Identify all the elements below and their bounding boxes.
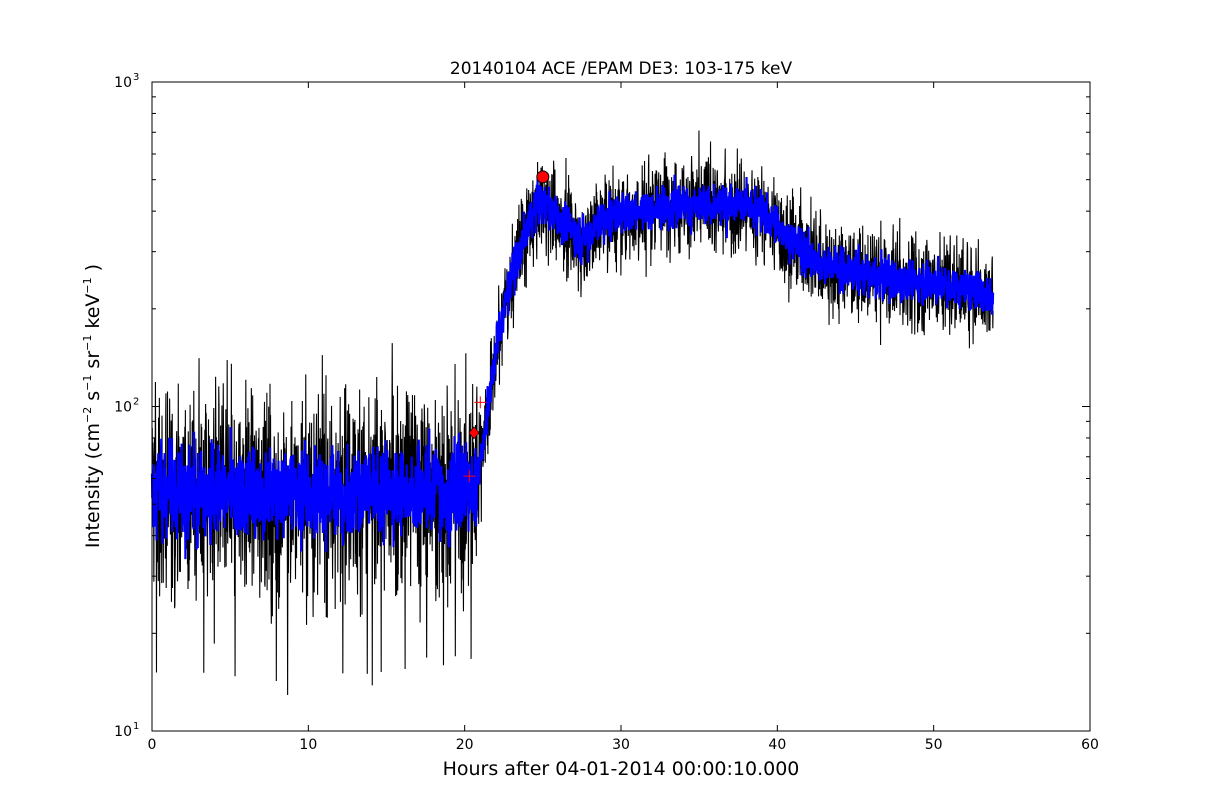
smoothed-series: [150, 174, 995, 560]
y-tick-label-exponent: 2: [133, 397, 139, 408]
y-axis-label: Intensity (cm−2 s−1 sr−1 keV−1 ): [81, 264, 104, 548]
y-tick-label-exponent: 1: [133, 721, 139, 732]
raw-series-line: [151, 130, 994, 695]
y-tick-label: 10: [114, 75, 132, 91]
x-tick-label: 40: [768, 737, 786, 753]
onset-diamond-marker: [468, 426, 480, 440]
axes-frame: [151, 81, 1091, 732]
x-tick-label: 50: [925, 737, 943, 753]
x-tick-label: 0: [148, 737, 157, 753]
y-tick-label: 10: [114, 724, 132, 740]
x-tick-label: 10: [299, 737, 317, 753]
x-tick-label: 30: [612, 737, 630, 753]
x-axis-ticks: 0 10 20 30 40 50 60: [148, 82, 1099, 753]
raw-series: [151, 130, 994, 695]
x-axis-label: Hours after 04-01-2014 00:00:10.000: [443, 758, 800, 780]
y-tick-label-exponent: 3: [133, 72, 139, 83]
smoothed-series-line: [150, 174, 995, 560]
plot-area: [150, 130, 995, 695]
plus-marker-3: [474, 396, 487, 409]
event-markers: [463, 170, 550, 483]
peak-circle-marker: [536, 170, 550, 184]
plus-marker-2: [463, 470, 476, 483]
chart-title: 20140104 ACE /EPAM DE3: 103-175 keV: [450, 59, 793, 79]
y-tick-label: 10: [114, 400, 132, 416]
x-tick-label: 60: [1081, 737, 1099, 753]
x-tick-label: 20: [456, 737, 474, 753]
